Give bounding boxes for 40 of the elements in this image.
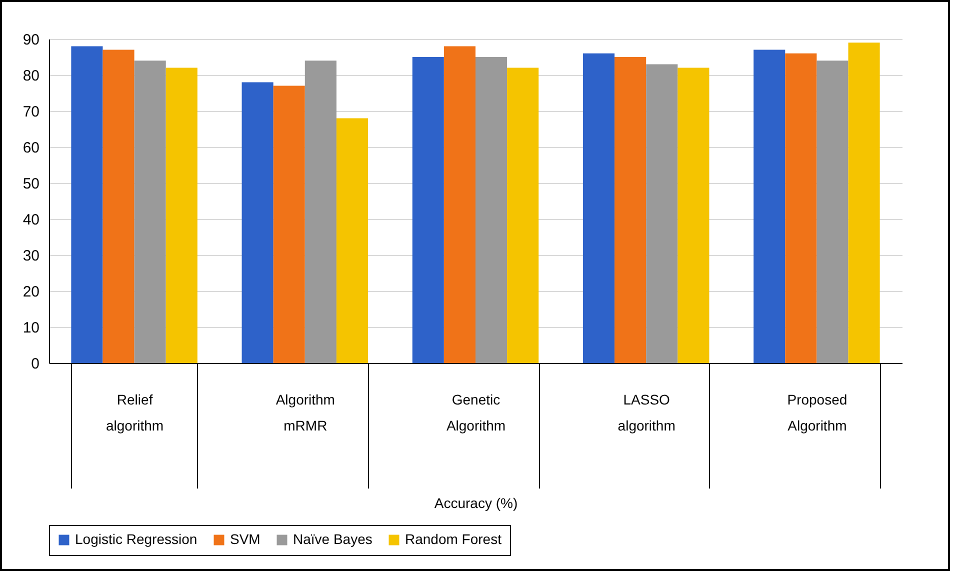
x-axis-title: Accuracy (%) [434, 495, 518, 511]
y-tick-label: 0 [31, 356, 40, 372]
y-tick-label: 10 [22, 320, 40, 336]
bar [754, 50, 786, 363]
x-tick-label: Proposed Algorithm [787, 392, 848, 434]
bar [336, 118, 368, 363]
bar [678, 68, 710, 363]
y-tick-label: 20 [22, 284, 40, 300]
legend-label: Naïve Bayes [293, 531, 372, 547]
bar [816, 60, 848, 363]
x-tick-label: Algorithm mRMR [276, 392, 335, 434]
y-tick-label: 50 [22, 176, 40, 192]
x-tick-label: LASSO algorithm [618, 392, 676, 434]
y-tick-label: 40 [22, 212, 40, 228]
bar [412, 57, 444, 363]
bar [785, 53, 817, 363]
bar [614, 57, 646, 363]
bar [476, 57, 508, 363]
bar [582, 53, 615, 363]
bar [166, 68, 198, 363]
bar [71, 46, 103, 363]
bar [444, 46, 476, 363]
y-tick-label: 80 [22, 68, 40, 84]
bar [646, 64, 678, 363]
y-tick-label: 60 [22, 140, 40, 156]
y-tick-label: 30 [22, 248, 40, 264]
bar [242, 82, 274, 363]
x-tick-label: Relief algorithm [106, 392, 164, 434]
legend-label: Random Forest [405, 531, 502, 547]
bar [304, 60, 336, 363]
x-tick-label: Genetic Algorithm [446, 392, 506, 434]
bar [507, 68, 539, 363]
y-tick-label: 70 [22, 104, 40, 120]
bar [134, 60, 166, 363]
bar [848, 42, 880, 363]
y-tick-label: 90 [22, 32, 40, 48]
legend-label: Logistic Regression [75, 531, 198, 547]
legend-label: SVM [230, 531, 260, 547]
bar [273, 86, 305, 363]
bar [102, 50, 134, 363]
